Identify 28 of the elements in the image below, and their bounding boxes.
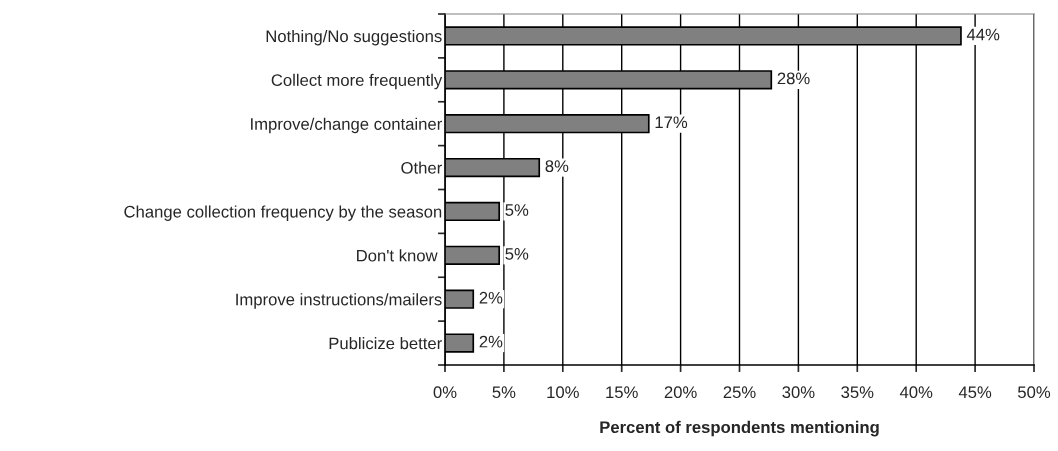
data-label: 2% [479, 335, 503, 348]
x-tick-label: 10% [547, 386, 579, 399]
y-tick-label: Change collection frequency by the season [124, 205, 442, 221]
y-tick-label: Other [401, 161, 442, 174]
x-tick-label: 40% [899, 386, 933, 399]
x-tick-label: 30% [782, 386, 815, 399]
data-label: 8% [545, 160, 569, 173]
x-tick-label: 0% [433, 386, 457, 399]
y-tick-label: Improve instructions/mailers [236, 293, 442, 309]
x-tick-label: 5% [492, 386, 516, 399]
y-tick-label: Nothing/No suggestions [266, 29, 442, 46]
y-tick-label: Publicize better [329, 337, 442, 350]
x-tick-label: 20% [664, 386, 697, 399]
x-tick-label: 45% [958, 386, 992, 399]
x-tick-label: 15% [606, 386, 638, 399]
x-tick-label: 35% [841, 386, 874, 399]
data-label: 5% [505, 248, 529, 260]
data-label: 17% [655, 116, 688, 129]
data-label: 5% [505, 204, 529, 216]
y-tick-label: Don't know [357, 249, 438, 262]
y-tick-label: Collect more frequently [271, 73, 443, 90]
y-tick-label: Improve/change container [251, 117, 442, 134]
x-axis-title: Percent of respondents mentioning [600, 420, 879, 437]
x-tick-label: 25% [723, 386, 756, 399]
data-label: 28% [777, 72, 810, 85]
data-label: 44% [966, 28, 1000, 41]
data-label: 2% [479, 291, 503, 304]
x-tick-label: 50% [1017, 386, 1051, 399]
